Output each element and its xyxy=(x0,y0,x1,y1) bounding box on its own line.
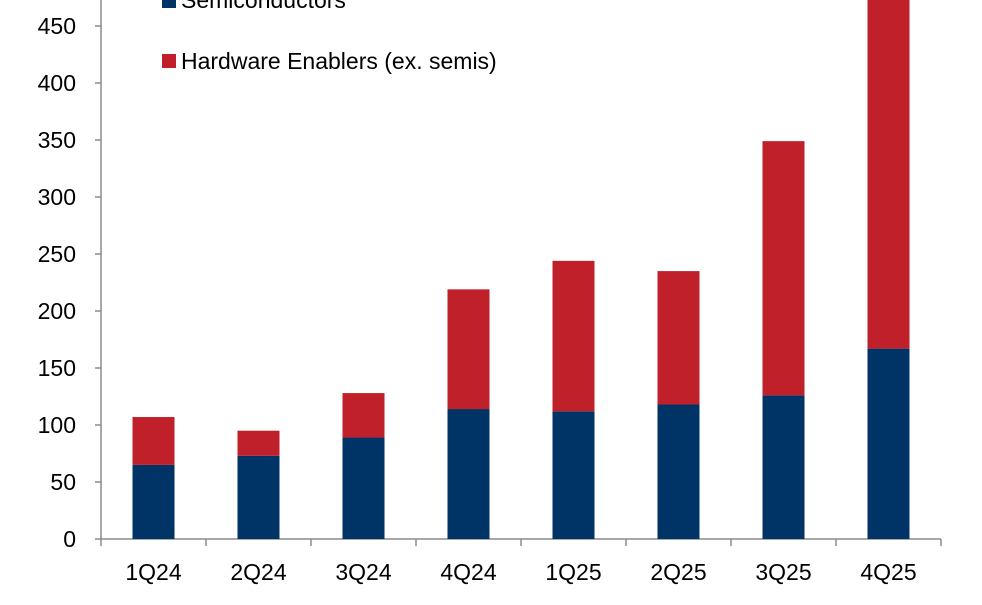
y-tick-label: 350 xyxy=(38,127,76,153)
bar-hardware-enablers-1q25 xyxy=(552,260,595,412)
x-tick-label: 2Q24 xyxy=(230,559,286,585)
bar-hardware-enablers-1q24 xyxy=(132,417,175,465)
x-tick-label: 1Q24 xyxy=(125,559,181,585)
bar-semiconductors-1q24 xyxy=(132,464,175,539)
y-tick-label: 0 xyxy=(63,526,76,552)
bar-hardware-enablers-4q24 xyxy=(447,289,490,410)
legend: Semiconductors Hardware Enablers (ex. se… xyxy=(162,0,497,74)
legend-swatch-hardware-enablers xyxy=(162,54,176,68)
bar-semiconductors-4q25 xyxy=(867,348,910,539)
bar-hardware-enablers-3q24 xyxy=(342,393,385,438)
bar-semiconductors-3q25 xyxy=(762,395,805,539)
y-tick-label: 150 xyxy=(38,355,76,381)
y-tick-label: 50 xyxy=(50,469,76,495)
x-axis: 1Q24 2Q24 3Q24 4Q24 1Q25 2Q25 3Q25 4Q25 xyxy=(100,538,942,585)
x-tick-label: 3Q24 xyxy=(335,559,391,585)
bar-hardware-enablers-2q24 xyxy=(237,430,280,456)
y-tick-label: 200 xyxy=(38,298,76,324)
bar-semiconductors-2q24 xyxy=(237,455,280,539)
y-tick-label: 400 xyxy=(38,70,76,96)
legend-label-hardware-enablers: Hardware Enablers (ex. semis) xyxy=(181,48,497,74)
y-tick-label: 300 xyxy=(38,184,76,210)
y-tick-label: 100 xyxy=(38,412,76,438)
bars xyxy=(132,0,910,539)
y-axis: 0 50 100 150 200 250 300 350 400 450 xyxy=(38,0,102,552)
x-tick-label: 4Q24 xyxy=(440,559,496,585)
x-tick-label: 4Q25 xyxy=(860,559,916,585)
bar-semiconductors-1q25 xyxy=(552,411,595,539)
legend-label-semiconductors: Semiconductors xyxy=(181,0,346,13)
bar-hardware-enablers-4q25 xyxy=(867,0,910,349)
bar-semiconductors-2q25 xyxy=(657,404,700,539)
bar-semiconductors-4q24 xyxy=(447,409,490,539)
x-tick-label: 2Q25 xyxy=(650,559,706,585)
bar-hardware-enablers-2q25 xyxy=(657,271,700,405)
y-tick-label: 250 xyxy=(38,241,76,267)
bar-semiconductors-3q24 xyxy=(342,437,385,539)
x-tick-label: 1Q25 xyxy=(545,559,601,585)
y-tick-label: 450 xyxy=(38,13,76,39)
bar-hardware-enablers-3q25 xyxy=(762,141,805,396)
legend-swatch-semiconductors xyxy=(162,0,176,8)
x-tick-label: 3Q25 xyxy=(755,559,811,585)
